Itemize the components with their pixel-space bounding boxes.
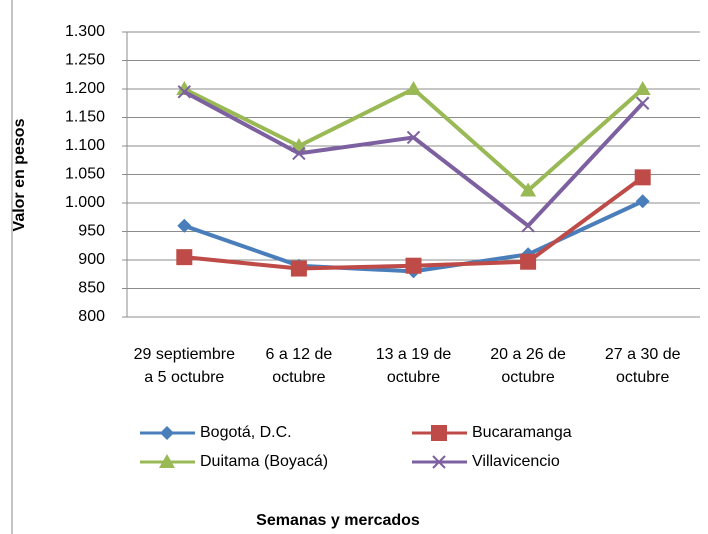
y-tick-label: 900: [78, 251, 105, 268]
legend-label: Bogotá, D.C.: [200, 424, 292, 441]
y-tick-label: 1.250: [65, 52, 105, 69]
marker: [635, 96, 650, 110]
y-tick-label: 1.200: [65, 80, 105, 97]
legend-marker: [160, 426, 174, 440]
marker: [176, 249, 193, 266]
series-line: [183, 90, 645, 228]
marker: [521, 219, 535, 233]
marker: [177, 218, 192, 233]
y-tick-label: 1.050: [65, 166, 105, 183]
marker: [176, 81, 193, 95]
marker: [520, 253, 537, 270]
y-tick-label: 1.100: [65, 137, 105, 154]
x-tick-label: 29 septiembre a 5 octubre: [133, 346, 235, 386]
legend-label: Villavicencio: [472, 453, 560, 470]
legend-label: Duitama (Boyacá): [200, 453, 328, 470]
marker: [634, 169, 651, 186]
y-tick-label: 850: [78, 280, 105, 297]
marker: [520, 182, 537, 197]
y-axis-title: Valor en pesos: [11, 118, 28, 231]
x-tick-label: 13 a 19 de octubre: [375, 346, 452, 386]
y-tick-label: 1.300: [65, 23, 105, 40]
series-line: [184, 175, 644, 271]
y-tick-label: 800: [78, 308, 105, 325]
x-tick-label: 6 a 12 de octubre: [265, 346, 333, 386]
marker: [290, 260, 307, 277]
marker: [292, 146, 306, 161]
y-tick-label: 1.000: [65, 194, 105, 211]
y-tick-label: 950: [78, 223, 105, 240]
x-tick-label: 27 a 30 de octubre: [604, 346, 681, 386]
marker: [635, 194, 650, 209]
legend-marker: [431, 425, 447, 441]
legend-label: Bucaramanga: [472, 424, 572, 441]
legend-marker: [159, 454, 175, 468]
x-axis-title: Semanas y mercados: [256, 512, 420, 529]
x-tick-label: 20 a 26 de octubre: [490, 346, 566, 386]
marker: [634, 81, 651, 95]
y-tick-label: 1.150: [65, 109, 105, 126]
marker: [405, 257, 422, 274]
marker: [406, 130, 421, 145]
marker: [405, 81, 422, 95]
marker: [177, 85, 192, 99]
legend-marker: [432, 455, 446, 469]
